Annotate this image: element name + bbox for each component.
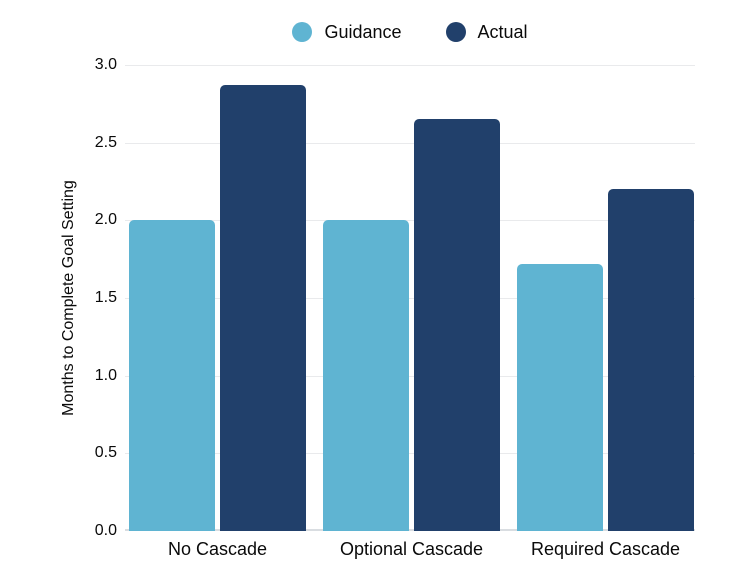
gridline [125, 143, 695, 144]
legend-label: Actual [477, 22, 528, 42]
chart-legend: Guidance Actual [125, 12, 695, 52]
gridline [125, 220, 695, 221]
y-tick-label: 3.0 [94, 56, 117, 73]
x-tick-label-no-cascade: No Cascade [167, 539, 268, 559]
x-tick-label-required-cascade: Required Cascade [530, 539, 681, 559]
legend-label: Guidance [324, 22, 402, 42]
legend-item-actual: Actual [445, 22, 528, 42]
legend-swatch-guidance [292, 22, 313, 42]
bar-guidance-optional-cascade [323, 220, 409, 531]
bar-guidance-no-cascade [129, 220, 215, 531]
y-tick-label: 2.0 [94, 211, 117, 228]
legend-swatch-actual [445, 22, 466, 42]
bar-guidance-required-cascade [517, 264, 603, 531]
legend-item-guidance: Guidance [292, 22, 402, 42]
x-tick-label-optional-cascade: Optional Cascade [339, 539, 484, 559]
y-tick-label: 0.0 [94, 522, 117, 539]
gridline [125, 65, 695, 66]
bar-actual-no-cascade [220, 85, 306, 531]
y-tick-label: 1.5 [94, 289, 117, 306]
gridline [125, 298, 695, 299]
x-axis-line [125, 529, 695, 531]
bar-actual-required-cascade [608, 189, 694, 531]
y-tick-label: 1.0 [94, 367, 117, 384]
gridline [125, 376, 695, 377]
y-tick-label: 2.5 [94, 134, 117, 151]
bar-actual-optional-cascade [414, 119, 500, 531]
plot-area [125, 65, 695, 531]
y-tick-label: 0.5 [94, 444, 117, 461]
gridline [125, 453, 695, 454]
